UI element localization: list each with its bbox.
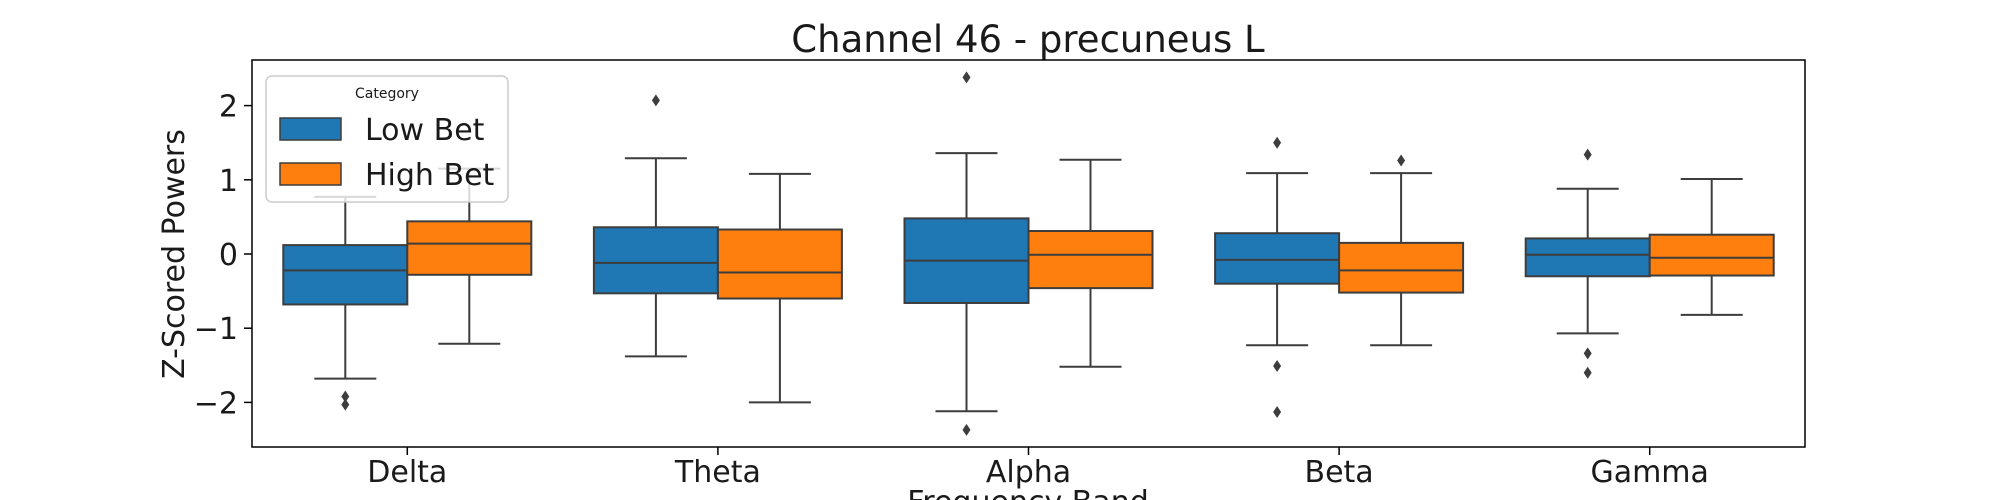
x-tick-label: Gamma <box>1590 455 1708 490</box>
legend-label: High Bet <box>365 158 495 193</box>
x-tick-label: Delta <box>367 455 447 490</box>
outlier-point <box>341 398 350 411</box>
x-tick-label: Alpha <box>986 455 1071 490</box>
x-tick-label: Theta <box>674 455 761 490</box>
outlier-point <box>1583 148 1592 161</box>
y-tick-label: 1 <box>219 164 238 199</box>
legend-title: Category <box>355 86 419 102</box>
outlier-point <box>1273 406 1282 419</box>
box-iqr <box>282 244 409 306</box>
box-low-bet-delta <box>282 195 409 411</box>
box-iqr <box>1524 237 1651 278</box>
outlier-point <box>1273 136 1282 149</box>
legend-swatch <box>279 162 342 186</box>
box-iqr <box>592 226 719 295</box>
outlier-point <box>1397 154 1406 167</box>
x-tick-label: Beta <box>1305 455 1374 490</box>
y-tick-label: −1 <box>194 312 238 347</box>
box-iqr <box>1214 232 1341 285</box>
y-tick-label: −2 <box>194 386 238 421</box>
outlier-point <box>1273 360 1282 373</box>
y-axis-label: Z-Scored Powers <box>157 129 192 379</box>
outlier-point <box>962 71 971 84</box>
box-high-bet-alpha <box>1027 158 1154 368</box>
outlier-point <box>341 390 350 403</box>
box-low-bet-alpha <box>903 71 1030 436</box>
box-high-bet-gamma <box>1648 178 1775 316</box>
outlier-point <box>651 94 660 107</box>
box-iqr <box>1338 241 1465 294</box>
chart-title: Channel 46 - precuneus L <box>791 18 1265 61</box>
legend-swatch <box>279 117 342 141</box>
outlier-point <box>1583 366 1592 379</box>
box-low-bet-gamma <box>1524 148 1651 379</box>
x-axis-label: Frequency Band <box>907 485 1149 500</box>
box-iqr <box>716 228 843 300</box>
y-tick-label: 2 <box>219 90 238 125</box>
legend: Category Low Bet High Bet <box>265 75 509 203</box>
box-iqr <box>1027 229 1154 290</box>
box-low-bet-beta <box>1214 136 1341 419</box>
box-iqr <box>1648 233 1775 277</box>
y-tick-label: 0 <box>219 238 238 273</box>
outlier-point <box>962 423 971 436</box>
box-low-bet-theta <box>592 94 719 358</box>
box-high-bet-theta <box>716 172 843 404</box>
legend-label: Low Bet <box>365 113 485 148</box>
box-high-bet-beta <box>1338 154 1465 347</box>
plot-area <box>282 71 1775 436</box>
outlier-point <box>1583 347 1592 360</box>
box-high-bet-delta <box>406 167 533 345</box>
box-iqr <box>406 220 533 276</box>
